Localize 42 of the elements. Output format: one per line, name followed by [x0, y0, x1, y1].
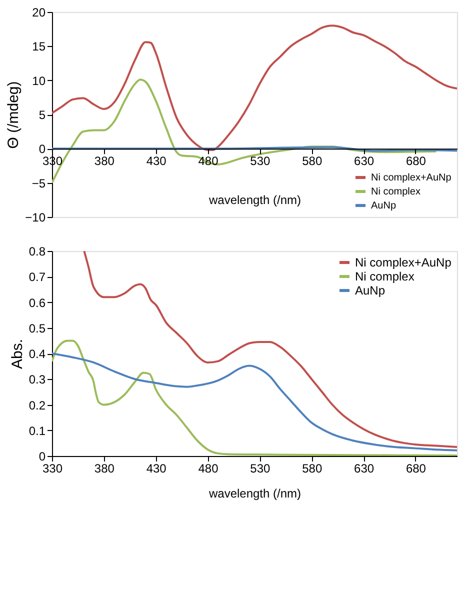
y-tick-label: 0.7 — [28, 270, 46, 284]
x-tick-label: 380 — [94, 462, 115, 476]
x-tick-label: 530 — [250, 462, 271, 476]
legend-label: AuNp — [371, 200, 396, 212]
legend-label: Ni complex — [355, 270, 414, 284]
x-tick-label: 430 — [146, 462, 167, 476]
x-tick-label: 680 — [406, 462, 426, 476]
legend-label: AuNp — [355, 284, 386, 298]
y-tick-label: −10 — [25, 210, 46, 224]
y-tick-label: −5 — [32, 176, 46, 190]
legend-label: Ni complex+AuNp — [371, 172, 452, 184]
y-tick-label: 0 — [38, 142, 46, 156]
x-tick-label: 530 — [250, 154, 271, 168]
legend-label: Ni complex — [371, 186, 420, 198]
x-axis-title: wavelength (/nm) — [208, 193, 302, 208]
x-tick-label: 630 — [354, 154, 374, 168]
y-tick-label: 0.6 — [28, 296, 46, 310]
y-axis-title: Abs. — [8, 338, 26, 370]
x-tick-label: 330 — [42, 462, 63, 476]
y-tick-label: 0.4 — [28, 347, 46, 361]
y-tick-label: 20 — [32, 6, 46, 20]
x-tick-label: 630 — [354, 462, 374, 476]
y-tick-label: 0.8 — [28, 244, 46, 258]
y-tick-label: 0 — [38, 450, 46, 464]
line-series — [83, 251, 457, 448]
x-tick-label: 580 — [302, 154, 322, 168]
y-tick-label: 0.2 — [28, 398, 46, 412]
y-tick-label: 0.3 — [28, 372, 46, 387]
x-tick-label: 480 — [198, 462, 219, 476]
y-tick-label: 5 — [38, 108, 46, 122]
line-series — [52, 352, 457, 452]
x-axis-title: wavelength (/nm) — [208, 486, 302, 500]
y-axis-title: Θ (/mdeg) — [5, 81, 22, 149]
y-tick-label: 0.1 — [28, 424, 46, 438]
x-tick-label: 380 — [94, 154, 115, 168]
y-tick-label: 10 — [32, 74, 46, 88]
y-tick-label: 0.5 — [28, 321, 46, 336]
x-tick-label: 680 — [406, 154, 426, 168]
x-tick-label: 430 — [146, 154, 167, 168]
x-tick-label: 580 — [302, 462, 322, 476]
legend-label: Ni complex+AuNp — [355, 256, 452, 270]
y-tick-label: 15 — [32, 40, 46, 54]
